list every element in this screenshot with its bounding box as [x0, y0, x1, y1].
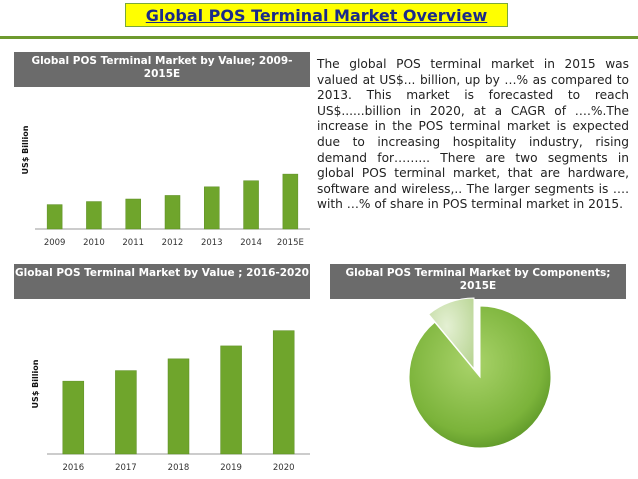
- chart2-bar: [62, 380, 85, 455]
- chart2-tick-label: 2017: [115, 463, 137, 473]
- page-title-bar: Global POS Terminal Market Overview: [125, 3, 508, 27]
- chart2-bar: [272, 330, 295, 455]
- chart1-tick-label: 2015E: [277, 238, 304, 248]
- chart1-bar: [46, 204, 63, 230]
- chart1-tick-label: 2011: [122, 238, 144, 248]
- chart1-header: Global POS Terminal Market by Value; 200…: [14, 52, 310, 87]
- chart1-tick-label: 2014: [240, 238, 262, 248]
- chart1-y-axis-label: US$ Billion: [21, 125, 30, 174]
- chart3-header: Global POS Terminal Market by Components…: [330, 264, 626, 299]
- chart1-tick-label: 2012: [162, 238, 184, 248]
- chart1-bar-chart: US$ Billion 2009 2010 2011 2012 2013 2014 2015…: [21, 125, 310, 248]
- chart1-bar: [282, 173, 299, 230]
- chart1-tick-label: 2010: [83, 238, 105, 248]
- chart2-y-axis-label: US$ Billion: [31, 359, 40, 408]
- chart2-tick-label: 2016: [62, 463, 84, 473]
- title-divider: [0, 36, 638, 39]
- chart1-bar: [86, 201, 102, 230]
- chart2-bar: [167, 358, 190, 455]
- chart1-bar: [243, 180, 259, 230]
- chart1-tick-label: 2009: [44, 238, 66, 248]
- chart1-bar: [164, 195, 181, 230]
- chart2-bar: [220, 345, 242, 455]
- chart2-bar: [115, 370, 137, 455]
- page-title: Global POS Terminal Market Overview: [145, 5, 488, 25]
- chart2-bar-chart: US$ Billion 2016 2017 2018 2019 2020: [31, 330, 310, 473]
- chart2-tick-label: 2018: [168, 463, 190, 473]
- chart3-pie-slice: [428, 297, 475, 371]
- chart2-tick-label: 2019: [220, 463, 242, 473]
- overview-paragraph: The global POS terminal market in 2015 w…: [317, 57, 629, 212]
- chart1-bar: [204, 186, 220, 230]
- chart1-bar: [125, 198, 141, 230]
- chart2-tick-label: 2020: [273, 463, 295, 473]
- chart2-header: Global POS Terminal Market by Value ; 20…: [14, 264, 310, 299]
- chart1-tick-label: 2013: [201, 238, 223, 248]
- chart3-pie-chart: [408, 297, 552, 449]
- chart3-pie-slice: [408, 305, 552, 449]
